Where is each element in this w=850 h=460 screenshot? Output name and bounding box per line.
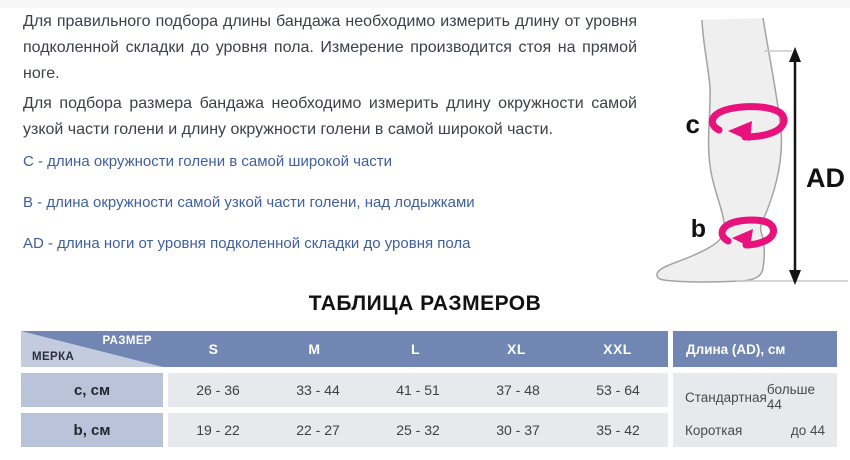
length-label: AD: [806, 163, 845, 193]
cell-b-l: 25 - 32: [396, 422, 440, 438]
corner-cell: РАЗМЕР МЕРКА: [21, 331, 163, 367]
length-option-value: до 44: [790, 422, 825, 438]
row-label-b: b, см: [21, 413, 163, 447]
size-table-header-row: РАЗМЕР МЕРКА S M L XL XXL: [21, 331, 668, 367]
top-edge-strip: [0, 0, 850, 8]
cell-c-m: 33 - 44: [296, 382, 340, 398]
intro-text-block: Для правильного подбора длины бандажа не…: [23, 9, 637, 254]
cell-c-xxl: 53 - 64: [596, 382, 640, 398]
length-option-short: Короткая до 44: [673, 423, 837, 438]
calf-measure-ring-icon: [708, 103, 788, 141]
size-table-title: ТАБЛИЦА РАЗМЕРОВ: [308, 292, 542, 315]
leg-illustration: c b AD: [656, 17, 848, 285]
length-option-name: Короткая: [685, 422, 743, 438]
corner-label-size: РАЗМЕР: [102, 335, 152, 347]
row-label-c: c, см: [21, 373, 163, 407]
cell-c-xl: 37 - 48: [496, 382, 540, 398]
size-header-xl: XL: [507, 341, 526, 357]
legend-line-ad: AD - длина ноги от уровня подколенной ск…: [23, 235, 471, 252]
calf-label: c: [686, 109, 700, 139]
cell-b-s: 19 - 22: [196, 422, 240, 438]
legend-line-b: B - длина окружности самой узкой части г…: [23, 194, 475, 211]
size-table: РАЗМЕР МЕРКА S M L XL XXL c, см 26 - 36 …: [21, 331, 837, 447]
leg-measurement-diagram: c b AD: [640, 0, 850, 300]
intro-paragraph-1: Для правильного подбора длины бандажа не…: [23, 13, 637, 82]
length-column-header: Длина (AD), см: [673, 331, 837, 367]
length-column: Длина (AD), см Стандартная больше 44 Кор…: [673, 331, 837, 447]
leg-silhouette: [656, 17, 783, 283]
intro-paragraph-2: Для подбора размера бандажа необходимо и…: [23, 95, 637, 138]
size-header-m: M: [308, 341, 321, 357]
cell-c-l: 41 - 51: [396, 382, 440, 398]
length-option-name: Стандартная: [685, 389, 767, 405]
length-column-body: Стандартная больше 44 Короткая до 44: [673, 373, 837, 447]
length-option-value: больше 44: [766, 382, 816, 413]
ankle-label: b: [691, 215, 706, 243]
cell-b-m: 22 - 27: [296, 422, 340, 438]
table-row-b: b, см 19 - 22 22 - 27 25 - 32 30 - 37 35…: [21, 413, 668, 447]
cell-c-s: 26 - 36: [196, 382, 240, 398]
size-header-l: L: [410, 341, 421, 357]
ad-arrow-icon: [789, 47, 801, 285]
cell-b-xl: 30 - 37: [496, 422, 540, 438]
cell-b-xxl: 35 - 42: [596, 422, 640, 438]
size-header-xxl: XXL: [603, 341, 632, 357]
size-header-s: S: [208, 341, 219, 357]
corner-label-measure: МЕРКА: [32, 351, 75, 363]
table-row-c: c, см 26 - 36 33 - 44 41 - 51 37 - 48 53…: [21, 373, 668, 407]
row-values-b: 19 - 22 22 - 27 25 - 32 30 - 37 35 - 42: [168, 413, 668, 447]
ankle-measure-ring-icon: [718, 216, 778, 249]
legend-line-c: C - длина окружности голени в самой широ…: [23, 153, 393, 170]
size-table-main: РАЗМЕР МЕРКА S M L XL XXL c, см 26 - 36 …: [21, 331, 668, 447]
length-option-standard: Стандартная больше 44: [673, 382, 837, 412]
row-values-c: 26 - 36 33 - 44 41 - 51 37 - 48 53 - 64: [168, 373, 668, 407]
